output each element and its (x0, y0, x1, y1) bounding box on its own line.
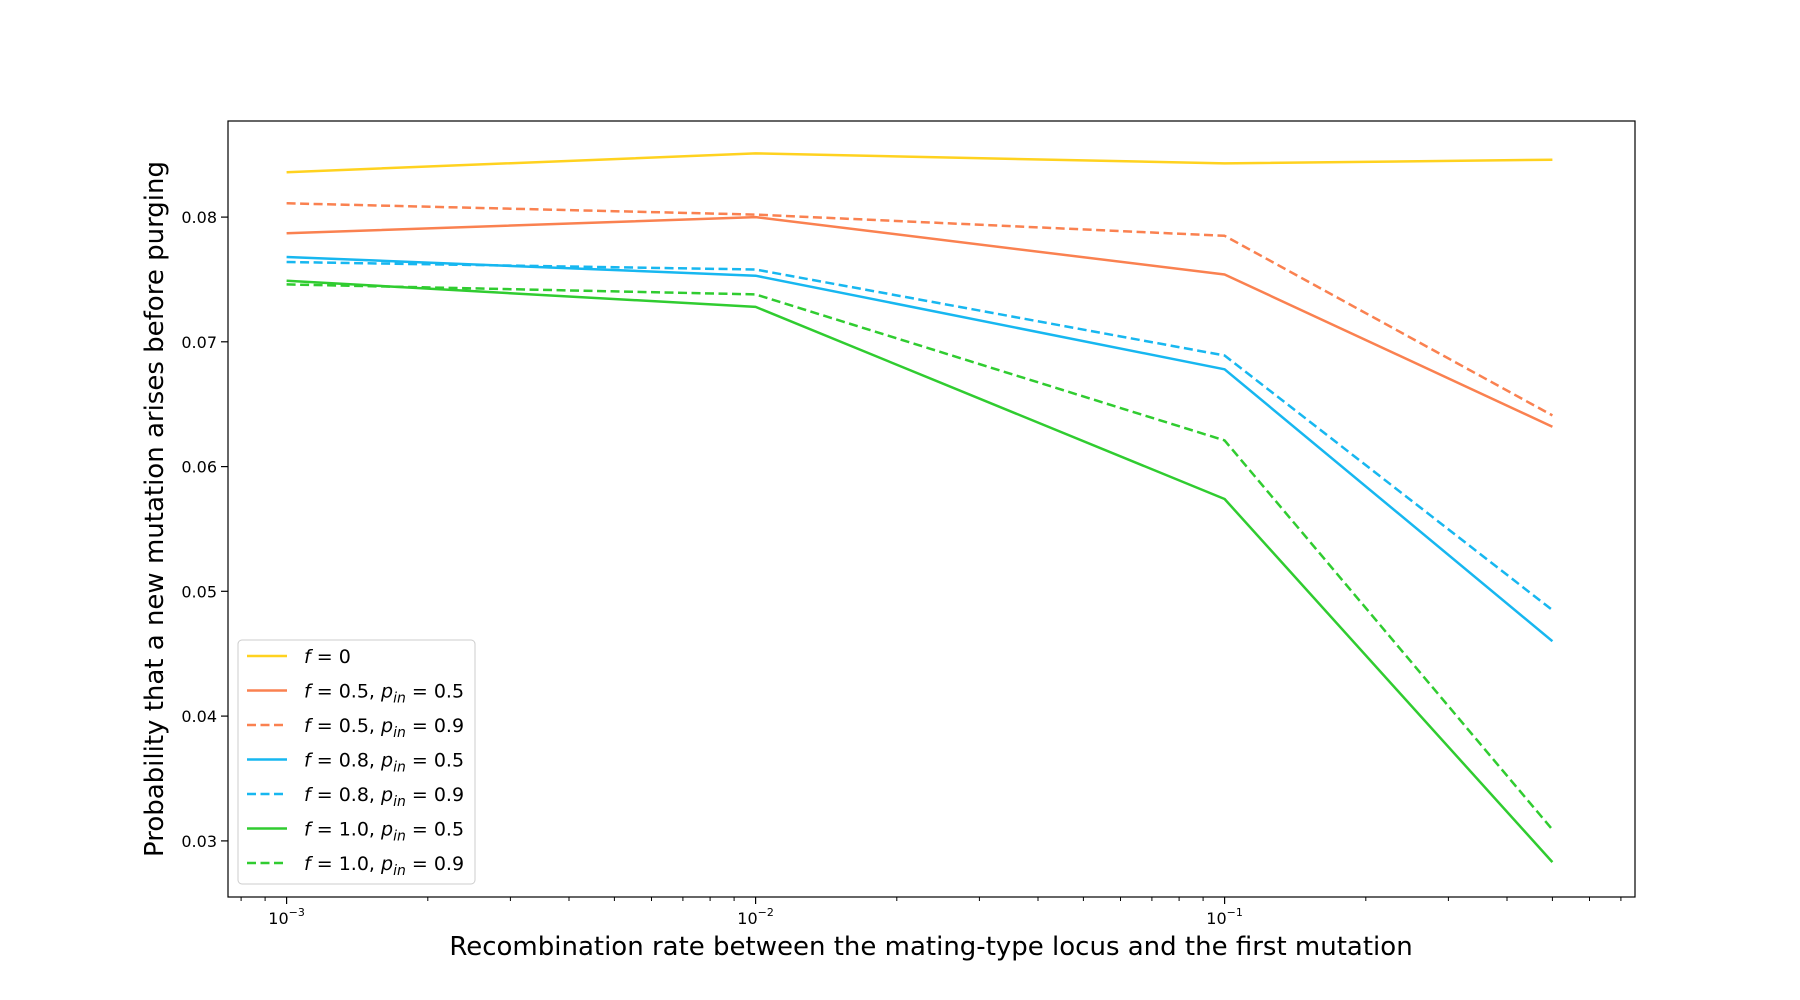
legend-label-f08_p05: f = 0.8, pin = 0.5 (304, 750, 464, 776)
series-line-f05_p09 (286, 202, 1554, 417)
y-tick-label: 0.04 (181, 707, 217, 726)
x-axis: 10−3 10−2 10−1 (240, 897, 1622, 928)
x-axis-title: Recombination rate between the mating-ty… (449, 932, 1412, 962)
y-axis-title: Probability that a new mutation arises b… (140, 161, 170, 857)
y-tick-label: 0.06 (181, 458, 217, 477)
y-tick-label: 0.05 (181, 582, 217, 601)
legend-entry-f08_p09: f = 0.8, pin = 0.9 (247, 784, 464, 810)
legend-entry-f10_p09: f = 1.0, pin = 0.9 (247, 853, 464, 879)
legend-label-f05_p09: f = 0.5, pin = 0.9 (304, 715, 464, 741)
x-tick-label: 10−3 (268, 906, 305, 928)
legend-box (237, 639, 476, 885)
series-line-f10_p09 (286, 283, 1554, 831)
legend-label-f10_p09: f = 1.0, pin = 0.9 (304, 853, 464, 879)
y-tick-label: 0.03 (181, 832, 217, 851)
legend-label-f10_p05: f = 1.0, pin = 0.5 (304, 819, 464, 845)
legend: f = 0 f = 0.5, pin = 0.5 f = 0.5, pin = 0.… (237, 639, 476, 885)
series-line-f08_p09 (286, 260, 1554, 612)
y-tick-label: 0.07 (181, 333, 217, 352)
y-tick-label: 0.08 (181, 208, 217, 227)
legend-entry-f05_p09: f = 0.5, pin = 0.9 (247, 715, 464, 741)
series-line-f08_p05 (286, 255, 1554, 643)
legend-entry-f05_p05: f = 0.5, pin = 0.5 (247, 681, 464, 707)
y-axis: 0.03 0.04 0.05 0.06 0.07 0.08 (181, 208, 228, 851)
legend-label-f05_p05: f = 0.5, pin = 0.5 (304, 681, 464, 707)
legend-entry-f10_p05: f = 1.0, pin = 0.5 (247, 819, 464, 845)
plot-frame (227, 120, 1636, 898)
legend-label-f08_p09: f = 0.8, pin = 0.9 (304, 784, 464, 810)
series-layer (286, 152, 1554, 863)
legend-label-f0: f = 0 (304, 646, 351, 668)
series-line-f05_p05 (286, 215, 1553, 428)
legend-entry-f08_p05: f = 0.8, pin = 0.5 (247, 750, 464, 776)
x-tick-label: 10−1 (1206, 906, 1243, 928)
series-line-f10_p05 (286, 279, 1554, 863)
x-tick-label: 10−2 (737, 906, 774, 928)
series-line-f0 (286, 152, 1553, 174)
legend-entry-f0: f = 0 (247, 646, 351, 668)
